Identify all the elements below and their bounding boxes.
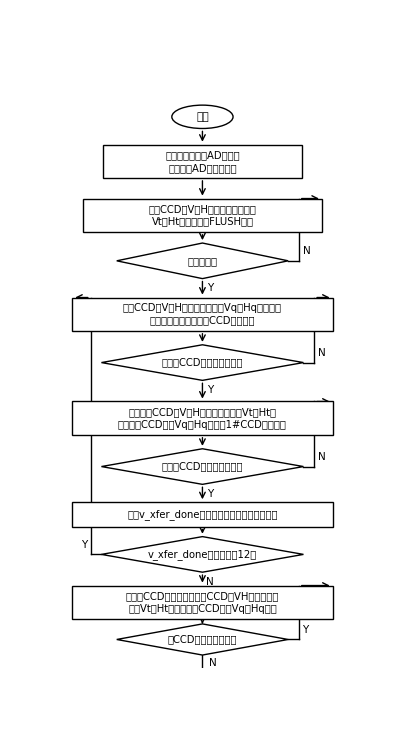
Text: 除第一个CCD的V、H控制为传输模块Vt、Ht输
出，其仚CCD均为Vq、Hq输出，1#CCD开始传输: 除第一个CCD的V、H控制为传输模块Vt、Ht输 出，其仚CCD均为Vq、Hq输… [118,407,287,430]
FancyBboxPatch shape [103,145,302,178]
Text: Y: Y [81,540,87,550]
Text: Y: Y [303,625,309,635]
Text: 单CCD传输是否完成？: 单CCD传输是否完成？ [168,635,237,644]
FancyBboxPatch shape [83,198,322,232]
Text: 所有CCD的V、H被控制为传输模块
Vt、Ht输出，进入FLUSH阶段: 所有CCD的V、H被控制为传输模块 Vt、Ht输出，进入FLUSH阶段 [149,204,256,227]
Text: Y: Y [207,385,213,395]
Text: N: N [318,452,325,462]
Text: 第一个CCD传输是否完成？: 第一个CCD传输是否完成？ [162,462,243,472]
FancyBboxPatch shape [72,402,333,435]
Polygon shape [117,624,288,655]
Text: N: N [318,348,325,358]
Text: 产生v_xfer_done脉冲，积分模块对其进行计数: 产生v_xfer_done脉冲，积分模块对其进行计数 [127,509,278,520]
Text: 是否曝光？: 是否曝光？ [188,256,217,266]
FancyBboxPatch shape [72,297,333,331]
Text: 第一个CCD积分是否结束？: 第一个CCD积分是否结束？ [162,357,243,367]
Text: N: N [209,659,216,668]
Text: Y: Y [207,489,213,499]
Text: 下一个CCD开始传输，除该CCD的VH控制为传输
模块Vt、Ht输出，其仚CCD均为Vq、Hq输出: 下一个CCD开始传输，除该CCD的VH控制为传输 模块Vt、Ht输出，其仚CCD… [126,591,279,614]
FancyBboxPatch shape [72,502,333,526]
Text: 开始: 开始 [196,112,209,122]
Text: Y: Y [207,283,213,293]
FancyBboxPatch shape [72,586,333,619]
Text: N: N [206,577,214,587]
Text: v_xfer_done的值是否为12？: v_xfer_done的值是否为12？ [148,549,257,559]
Ellipse shape [172,105,233,128]
Text: 系统上电，使能AD配置模
块，配置AD内部寄存器: 系统上电，使能AD配置模 块，配置AD内部寄存器 [165,150,240,173]
Text: 所有CCD的V、H控制为传输模块Vq、Hq输出，进
入图像采集阶段，所有CCD开始积分: 所有CCD的V、H控制为传输模块Vq、Hq输出，进 入图像采集阶段，所有CCD开… [123,303,282,326]
Polygon shape [102,449,303,484]
Polygon shape [102,345,303,380]
Text: N: N [303,246,310,256]
Polygon shape [117,243,288,279]
Polygon shape [102,537,303,572]
